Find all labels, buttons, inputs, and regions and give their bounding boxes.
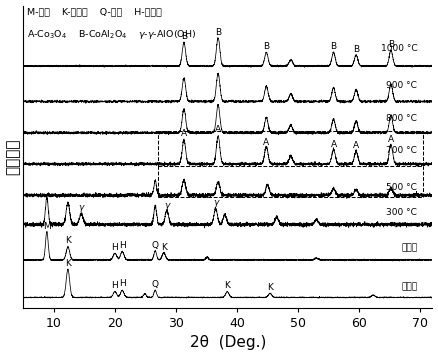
Text: A: A (181, 130, 187, 138)
Text: γ: γ (164, 201, 170, 210)
Text: A: A (215, 125, 221, 135)
Text: B: B (330, 42, 336, 52)
Text: A-Co$_3$O$_4$    B-CoAl$_2$O$_4$    $\gamma$-$\gamma$-AlO(OH): A-Co$_3$O$_4$ B-CoAl$_2$O$_4$ $\gamma$-$… (28, 28, 197, 41)
Y-axis label: 相对强度: 相对强度 (6, 138, 21, 175)
Text: B: B (181, 32, 187, 41)
Text: 700 °C: 700 °C (386, 146, 417, 155)
Text: H: H (119, 279, 126, 288)
X-axis label: 2θ  (Deg.): 2θ (Deg.) (190, 335, 266, 350)
Text: K: K (65, 258, 71, 267)
Text: M-云母    K-高岭石    Q-石英    H-埃洛石: M-云母 K-高岭石 Q-石英 H-埃洛石 (28, 7, 162, 16)
Text: 1000 °C: 1000 °C (381, 44, 417, 53)
Text: 高岭土: 高岭土 (401, 283, 417, 292)
Text: B: B (388, 40, 394, 49)
Text: 前驱体: 前驱体 (401, 244, 417, 253)
Text: K: K (267, 283, 273, 292)
Text: Q: Q (152, 280, 159, 289)
Text: 900 °C: 900 °C (386, 81, 417, 90)
Text: H: H (112, 243, 118, 252)
Text: B: B (353, 44, 359, 54)
Text: A: A (330, 140, 336, 149)
Text: K: K (224, 281, 230, 290)
Text: A: A (353, 141, 359, 150)
Text: A: A (263, 138, 269, 147)
Text: B: B (263, 42, 269, 51)
Text: 500 °C: 500 °C (386, 183, 417, 192)
Text: K: K (65, 236, 71, 245)
Text: K: K (161, 243, 167, 252)
Text: 800 °C: 800 °C (386, 114, 417, 122)
Text: γ: γ (213, 199, 219, 208)
Text: γ: γ (79, 203, 84, 212)
Text: 300 °C: 300 °C (386, 208, 417, 217)
Text: B: B (215, 28, 221, 37)
Text: M: M (43, 222, 51, 231)
Text: Q: Q (152, 241, 159, 250)
Text: H: H (112, 281, 118, 290)
Text: A: A (388, 135, 394, 143)
Text: H: H (119, 241, 126, 250)
